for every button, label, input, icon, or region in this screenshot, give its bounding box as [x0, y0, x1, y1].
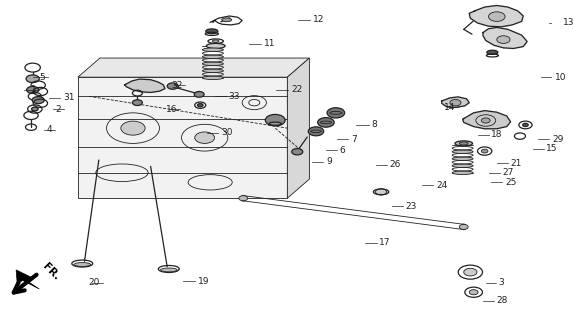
Circle shape [497, 36, 510, 44]
Ellipse shape [213, 40, 219, 43]
Text: 2: 2 [56, 105, 61, 114]
Text: 11: 11 [264, 39, 275, 48]
Text: 33: 33 [229, 92, 240, 101]
Polygon shape [16, 270, 40, 289]
Text: 20: 20 [89, 278, 100, 287]
Ellipse shape [374, 189, 388, 195]
Circle shape [450, 100, 461, 106]
Polygon shape [78, 58, 309, 77]
Text: 22: 22 [291, 85, 303, 94]
Text: 12: 12 [313, 15, 325, 24]
Text: 13: 13 [563, 19, 573, 28]
Ellipse shape [452, 150, 473, 154]
Circle shape [32, 97, 44, 104]
Text: 15: 15 [547, 144, 558, 153]
Text: 24: 24 [436, 181, 448, 190]
Text: 23: 23 [406, 202, 417, 211]
Circle shape [195, 132, 214, 143]
Ellipse shape [206, 44, 225, 49]
Circle shape [469, 290, 478, 295]
Circle shape [198, 104, 203, 107]
Circle shape [489, 12, 505, 21]
Ellipse shape [452, 157, 473, 160]
Text: 1: 1 [31, 85, 37, 94]
Text: 27: 27 [503, 168, 513, 177]
Circle shape [239, 196, 248, 201]
Text: 8: 8 [372, 120, 378, 130]
Text: 28: 28 [497, 296, 508, 305]
Ellipse shape [455, 141, 473, 146]
Circle shape [292, 148, 303, 155]
Ellipse shape [74, 263, 91, 267]
Ellipse shape [460, 142, 468, 145]
Polygon shape [462, 111, 511, 129]
Text: 18: 18 [491, 130, 503, 139]
Text: 5: 5 [39, 73, 45, 82]
Circle shape [460, 224, 468, 229]
Text: 3: 3 [499, 278, 504, 287]
Text: 32: 32 [171, 81, 183, 90]
Text: 6: 6 [340, 146, 346, 155]
Circle shape [327, 108, 345, 118]
Circle shape [32, 107, 38, 111]
Polygon shape [125, 79, 165, 92]
Text: 30: 30 [221, 128, 233, 137]
Circle shape [26, 75, 40, 83]
Text: FR.: FR. [40, 261, 61, 282]
Polygon shape [442, 97, 469, 108]
Ellipse shape [206, 29, 218, 34]
Ellipse shape [160, 268, 177, 272]
Text: 21: 21 [511, 159, 522, 168]
Circle shape [464, 268, 477, 276]
Text: 26: 26 [389, 160, 401, 169]
Ellipse shape [202, 69, 223, 73]
Circle shape [308, 127, 324, 136]
Ellipse shape [202, 55, 223, 59]
Circle shape [26, 86, 39, 93]
Circle shape [265, 115, 285, 126]
Polygon shape [78, 77, 287, 198]
Ellipse shape [452, 164, 473, 167]
Ellipse shape [222, 18, 231, 22]
Circle shape [132, 100, 142, 106]
Text: 19: 19 [198, 276, 209, 285]
Text: 10: 10 [555, 73, 566, 82]
Ellipse shape [452, 171, 473, 174]
Circle shape [121, 121, 145, 135]
Ellipse shape [202, 76, 223, 80]
Circle shape [481, 149, 488, 153]
Circle shape [167, 83, 178, 89]
Circle shape [194, 92, 204, 97]
Text: 29: 29 [552, 135, 563, 144]
Polygon shape [483, 28, 527, 49]
Ellipse shape [269, 122, 281, 125]
Circle shape [523, 123, 528, 126]
Text: 14: 14 [444, 103, 456, 112]
Ellipse shape [202, 48, 223, 52]
Text: 16: 16 [166, 105, 177, 114]
Circle shape [481, 118, 490, 123]
Polygon shape [469, 5, 523, 27]
Text: 17: 17 [379, 238, 391, 247]
Text: 4: 4 [46, 125, 52, 134]
Circle shape [317, 118, 334, 127]
Ellipse shape [487, 50, 498, 54]
Ellipse shape [202, 62, 223, 66]
Text: 25: 25 [505, 178, 516, 187]
Text: 9: 9 [326, 157, 332, 166]
Polygon shape [287, 58, 309, 198]
Text: 7: 7 [351, 135, 356, 144]
Text: 31: 31 [63, 93, 74, 102]
